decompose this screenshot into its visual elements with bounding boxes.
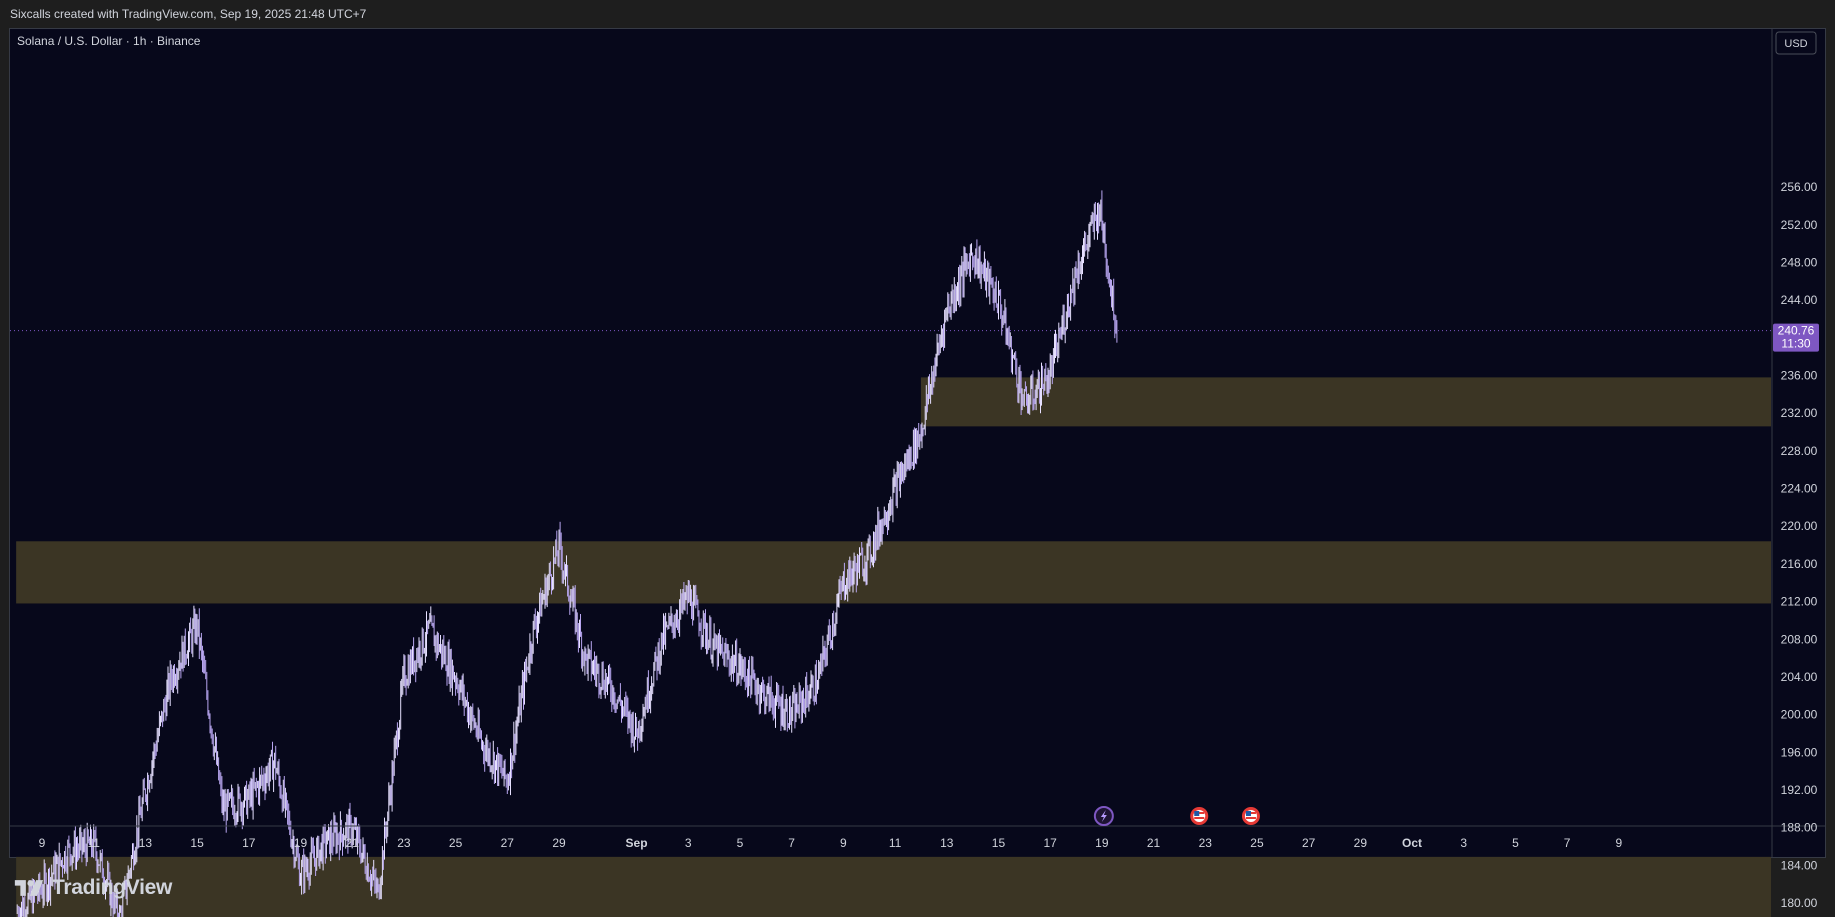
y-tick-label: 204.00 [1781,670,1818,684]
x-tick-label: 3 [1460,836,1467,850]
x-tick-label: 19 [294,836,308,850]
x-tick-label: 27 [1302,836,1316,850]
x-tick-label: 27 [501,836,515,850]
x-tick-label: 21 [1147,836,1161,850]
x-tick-label: 7 [788,836,795,850]
x-tick-label: Oct [1402,836,1422,850]
pane-bottom-mask [0,826,1835,917]
us-flag-stripe [1194,817,1205,819]
x-tick-label: 29 [1354,836,1368,850]
y-tick-label: 244.00 [1781,293,1818,307]
last-price-label: 240.76 [1778,324,1815,338]
x-tick-label: 23 [397,836,411,850]
currency-label: USD [1784,38,1807,50]
y-tick-label: 188.00 [1781,821,1818,835]
x-tick-label: 3 [685,836,692,850]
x-tick-label: 21 [346,836,360,850]
x-tick-label: 13 [139,836,153,850]
x-tick-label: 11 [889,836,902,850]
x-tick-label: 9 [39,836,46,850]
y-tick-label: 256.00 [1781,180,1818,194]
lightning-bolt [1100,810,1107,822]
x-tick-label: 7 [1564,836,1571,850]
x-tick-label: 29 [552,836,566,850]
x-tick-label: 17 [242,836,256,850]
y-tick-label: 208.00 [1781,632,1818,646]
y-tick-label: 184.00 [1781,858,1818,872]
x-tick-label: Sep [626,836,648,850]
x-tick-label: 15 [992,836,1006,850]
y-tick-label: 220.00 [1781,519,1818,533]
x-tick-label: 5 [1512,836,1519,850]
x-tick-label: 11 [87,836,100,850]
header-caption: Sixcalls created with TradingView.com, S… [10,7,367,21]
x-tick-label: 9 [1616,836,1623,850]
price-axis-panel [1772,29,1825,826]
us-flag-canton [1245,811,1251,816]
y-tick-label: 224.00 [1781,482,1818,496]
y-tick-label: 236.00 [1781,369,1818,383]
x-tick-label: 5 [737,836,744,850]
y-tick-label: 196.00 [1781,745,1818,759]
x-tick-label: 19 [1095,836,1109,850]
last-price-badge [1773,323,1819,352]
y-tick-label: 192.00 [1781,783,1818,797]
x-tick-label: 23 [1199,836,1213,850]
x-tick-label: 25 [1250,836,1264,850]
y-tick-label: 248.00 [1781,255,1818,269]
us-flag-stripe [1245,817,1256,819]
y-tick-label: 212.00 [1781,595,1818,609]
brand-name: TradingView [52,876,173,899]
header-bar: Sixcalls created with TradingView.com, S… [0,0,1835,28]
x-tick-label: 15 [190,836,204,850]
x-tick-label: 9 [840,836,847,850]
price-countdown-label: 11:30 [1781,337,1810,351]
tradingview-logo-icon [14,880,44,896]
chart-title: Solana / U.S. Dollar · 1h · Binance [17,34,201,48]
y-tick-label: 180.00 [1781,896,1818,910]
x-tick-label: 25 [449,836,463,850]
x-tick-label: 13 [940,836,954,850]
tradingview-brand[interactable]: TradingView [12,875,172,901]
us-flag-canton [1194,811,1200,816]
support-zone-1 [920,377,1771,427]
y-tick-label: 232.00 [1781,406,1818,420]
y-tick-label: 228.00 [1781,444,1818,458]
x-tick-label: 17 [1043,836,1057,850]
currency-button [1775,31,1817,55]
candles [16,190,1118,917]
y-tick-label: 216.00 [1781,557,1818,571]
y-tick-label: 252.00 [1781,218,1818,232]
y-tick-label: 200.00 [1781,708,1818,722]
support-zone-2 [16,541,1771,604]
